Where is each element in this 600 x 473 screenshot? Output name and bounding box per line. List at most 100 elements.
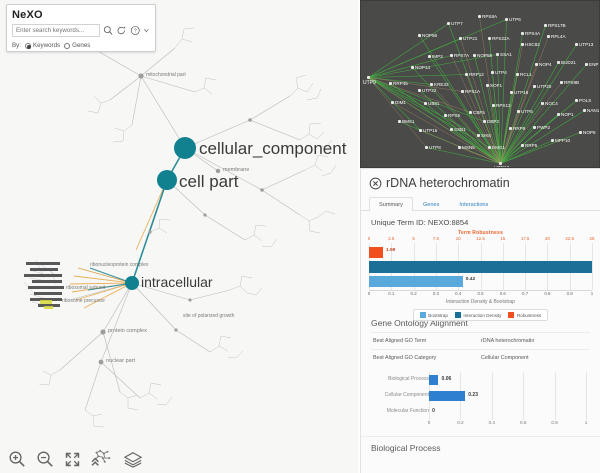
search-input[interactable] — [12, 24, 100, 37]
gene-node[interactable] — [560, 81, 563, 84]
gene-node[interactable] — [389, 82, 392, 85]
gene-node[interactable] — [583, 109, 586, 112]
gene-node[interactable] — [499, 162, 502, 165]
tree-graph[interactable] — [0, 0, 358, 473]
top-tick-7: 17.5 — [520, 236, 530, 241]
gene-node[interactable] — [418, 34, 421, 37]
tree-node-cellular-component[interactable] — [174, 137, 196, 159]
go-gridline-2-2 — [491, 404, 493, 420]
help-icon[interactable]: ? — [130, 25, 140, 36]
gene-interaction-network[interactable]: UTP9 NOP56 UTP7 RPS8A UTP6 RPS17B UTP21 RPS22A R… — [360, 0, 600, 168]
tree-label-cellular-component: cellular_component — [199, 139, 347, 158]
chevron-down-icon[interactable] — [143, 27, 150, 34]
tree-node-intracellular[interactable] — [125, 276, 139, 290]
radio-genes-dot[interactable] — [64, 42, 71, 49]
radio-keywords-dot[interactable] — [24, 42, 31, 49]
radio-genes[interactable]: Genes — [64, 42, 90, 49]
refresh-icon[interactable] — [116, 25, 126, 36]
gene-node[interactable] — [517, 110, 520, 113]
gene-node[interactable] — [477, 134, 480, 137]
gene-node[interactable] — [428, 55, 431, 58]
gene-node[interactable] — [488, 146, 491, 149]
gene-node[interactable] — [509, 127, 512, 130]
svg-text:?: ? — [134, 28, 137, 34]
layers-icon[interactable] — [123, 450, 143, 468]
gene-node[interactable] — [533, 126, 536, 129]
tab-summary[interactable]: Summary — [369, 197, 413, 211]
gene-node[interactable] — [557, 113, 560, 116]
gene-node[interactable] — [424, 102, 427, 105]
fit-screen-icon[interactable] — [64, 451, 81, 468]
gene-node[interactable] — [510, 91, 513, 94]
gene-label: NOP14 — [415, 65, 431, 70]
gene-node[interactable] — [505, 18, 508, 21]
search-panel[interactable]: NeXO ? By: Keywords — [6, 4, 156, 52]
gene-label: RPS8A — [482, 14, 498, 19]
gene-label: EMG1 — [492, 145, 506, 150]
gene-node[interactable] — [516, 73, 519, 76]
gene-node[interactable] — [579, 131, 582, 134]
gene-node[interactable] — [469, 111, 472, 114]
gene-node[interactable] — [473, 54, 476, 57]
detail-tabs[interactable]: Summary Genes Interactions — [361, 196, 600, 211]
zoom-in-icon[interactable] — [8, 450, 26, 468]
gene-node[interactable] — [544, 24, 547, 27]
gene-label: RPS4A — [525, 31, 541, 36]
gene-node[interactable] — [444, 114, 447, 117]
gene-node[interactable] — [521, 43, 524, 46]
close-circle-icon[interactable] — [369, 177, 382, 190]
gene-node[interactable] — [496, 53, 499, 56]
gene-node[interactable] — [398, 120, 401, 123]
tree-label-protein-complex: protein complex — [108, 328, 147, 334]
gene-node[interactable] — [450, 128, 453, 131]
gene-node[interactable] — [447, 22, 450, 25]
chart-title-top: Term Robustness — [458, 230, 503, 236]
gene-label: SSA1 — [500, 52, 512, 57]
go-alignment-section: Gene Ontology Alignment Best Aligned GO … — [361, 310, 600, 366]
gene-node[interactable] — [483, 120, 486, 123]
bottom-tick-0: 0 — [367, 291, 371, 296]
gene-node[interactable] — [551, 139, 554, 142]
gene-node[interactable] — [521, 32, 524, 35]
tab-interactions[interactable]: Interactions — [459, 202, 489, 208]
gene-node[interactable] — [533, 85, 536, 88]
gene-node[interactable] — [486, 84, 489, 87]
gene-node[interactable] — [575, 43, 578, 46]
tab-genes[interactable]: Genes — [422, 202, 440, 208]
gene-node[interactable] — [478, 15, 481, 18]
gene-node[interactable] — [411, 66, 414, 69]
term-detail-panel[interactable]: rDNA heterochromatin Summary Genes Inter… — [360, 168, 600, 473]
gene-node[interactable] — [492, 104, 495, 107]
gene-node[interactable] — [535, 63, 538, 66]
gene-node[interactable] — [367, 76, 370, 79]
gene-node[interactable] — [459, 37, 462, 40]
gene-node[interactable] — [541, 102, 544, 105]
top-tick-8: 20 — [544, 236, 550, 241]
gene-node[interactable] — [458, 146, 461, 149]
ontology-tree-panel[interactable]: cellular_component cell part intracellul… — [0, 0, 358, 473]
gene-node[interactable] — [450, 54, 453, 57]
gene-node[interactable] — [557, 61, 560, 64]
legend-item-bootstrap: Bootstrap — [419, 312, 448, 318]
gene-node[interactable] — [488, 37, 491, 40]
legend-swatch-bootstrap — [419, 312, 426, 318]
search-icon[interactable] — [103, 25, 113, 36]
radio-keywords[interactable]: Keywords — [24, 42, 60, 49]
tree-toolbar[interactable] — [8, 449, 143, 469]
gene-node[interactable] — [391, 101, 394, 104]
gene-node[interactable] — [585, 63, 588, 66]
gene-node[interactable] — [419, 129, 422, 132]
zoom-out-icon[interactable] — [36, 450, 54, 468]
gene-node[interactable] — [491, 71, 494, 74]
gene-node[interactable] — [418, 89, 421, 92]
gene-label: MPP10 — [555, 138, 571, 143]
collapse-icon[interactable] — [91, 449, 113, 469]
gene-node[interactable] — [547, 35, 550, 38]
gene-node[interactable] — [575, 99, 578, 102]
gene-node[interactable] — [465, 73, 468, 76]
gene-node[interactable] — [461, 90, 464, 93]
gene-node[interactable] — [425, 146, 428, 149]
gene-node[interactable] — [521, 144, 524, 147]
tree-node-cell-part[interactable] — [157, 170, 177, 190]
gene-node[interactable] — [430, 83, 433, 86]
